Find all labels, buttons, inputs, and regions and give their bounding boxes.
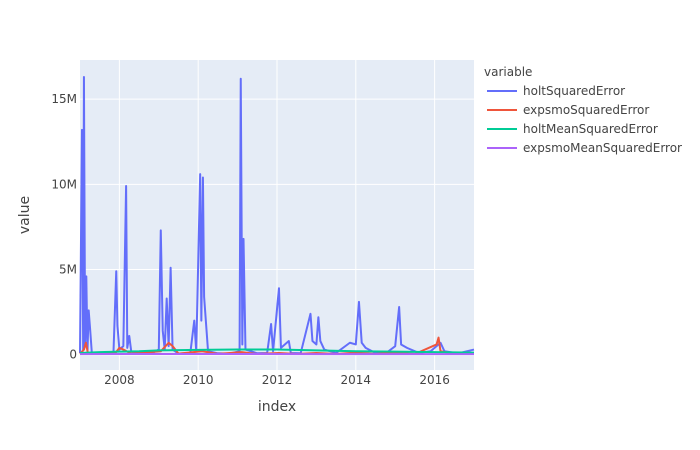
y-axis-title: value (17, 196, 33, 234)
y-tick-labels: 0 5M 10M 15M (51, 92, 77, 361)
y-tick-label: 10M (51, 177, 77, 191)
legend: variable holtSquaredError expsmoSquaredEr… (484, 65, 682, 155)
y-tick-label: 15M (51, 92, 77, 106)
legend-label-expsmoMeanSquaredError: expsmoMeanSquaredError (523, 141, 682, 155)
y-tick-label: 0 (69, 348, 77, 362)
legend-label-holtMeanSquaredError: holtMeanSquaredError (523, 122, 658, 136)
y-tick-label: 5M (59, 263, 77, 277)
x-axis-title: index (258, 399, 296, 415)
series-line-holtMeanSquaredError (79, 348, 475, 354)
x-tick-label: 2010 (183, 373, 214, 387)
legend-title: variable (484, 65, 532, 79)
x-tick-label: 2014 (341, 373, 372, 387)
x-tick-label: 2012 (262, 373, 293, 387)
x-tick-labels: 2008 2010 2012 2014 2016 (104, 373, 450, 387)
x-tick-label: 2016 (419, 373, 450, 387)
legend-label-holtSquaredError: holtSquaredError (523, 84, 625, 98)
x-tick-label: 2008 (104, 373, 135, 387)
legend-label-expsmoSquaredError: expsmoSquaredError (523, 103, 649, 117)
series-lines (79, 76, 475, 356)
